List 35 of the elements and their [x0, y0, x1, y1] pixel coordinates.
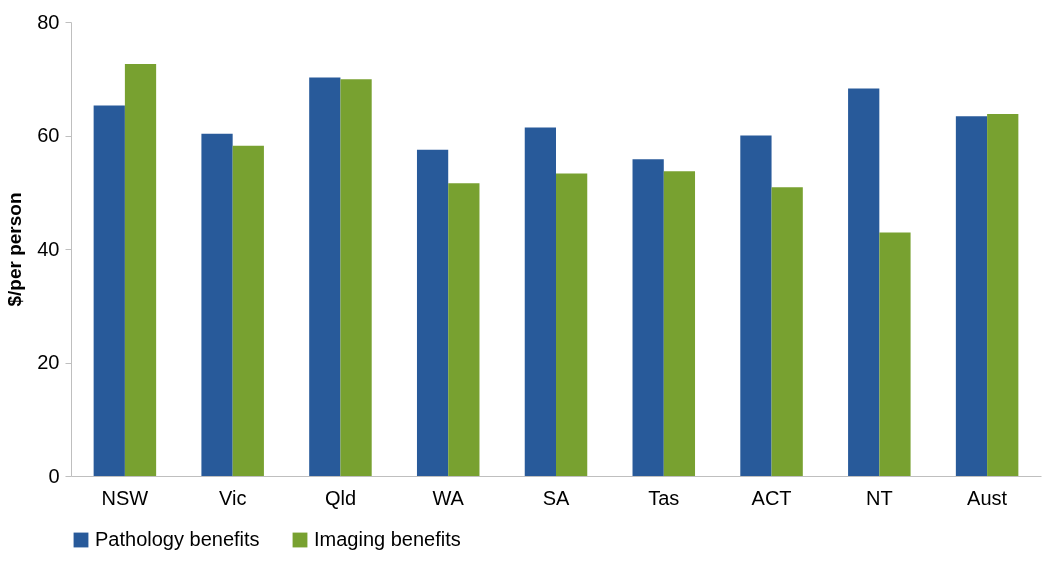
y-axis-title: $/per person	[4, 192, 26, 307]
bar	[448, 183, 480, 476]
x-tick-label: NT	[866, 486, 893, 509]
bar	[632, 159, 664, 476]
y-tick-label: 20	[37, 351, 60, 373]
x-tick-label: Aust	[967, 486, 1008, 509]
bar	[848, 88, 880, 476]
bar	[556, 173, 588, 476]
bar	[201, 133, 233, 476]
legend-label: Imaging benefits	[314, 528, 461, 550]
bar	[124, 64, 157, 476]
x-tick-label: Tas	[648, 486, 680, 509]
legend-label: Pathology benefits	[95, 528, 260, 550]
x-tick-label: WA	[432, 486, 465, 509]
bar	[416, 149, 449, 476]
y-tick-label: 80	[37, 10, 60, 33]
bar	[309, 77, 341, 476]
bar	[987, 113, 1019, 476]
x-tick-label: NSW	[101, 486, 149, 509]
x-tick-label: Qld	[324, 486, 357, 509]
bar	[340, 79, 372, 476]
bar	[955, 116, 988, 476]
bar	[524, 127, 556, 476]
bar	[740, 135, 772, 476]
y-tick-label: 0	[48, 464, 60, 487]
bar	[232, 145, 264, 476]
y-tick-label: 60	[37, 124, 60, 146]
x-tick-label: SA	[542, 486, 570, 509]
bar	[663, 171, 696, 476]
bar	[879, 232, 911, 476]
bar	[93, 105, 125, 476]
y-tick-label: 40	[37, 237, 60, 260]
x-tick-label: ACT	[751, 486, 792, 509]
bar	[771, 187, 803, 476]
x-tick-label: Vic	[218, 486, 247, 509]
